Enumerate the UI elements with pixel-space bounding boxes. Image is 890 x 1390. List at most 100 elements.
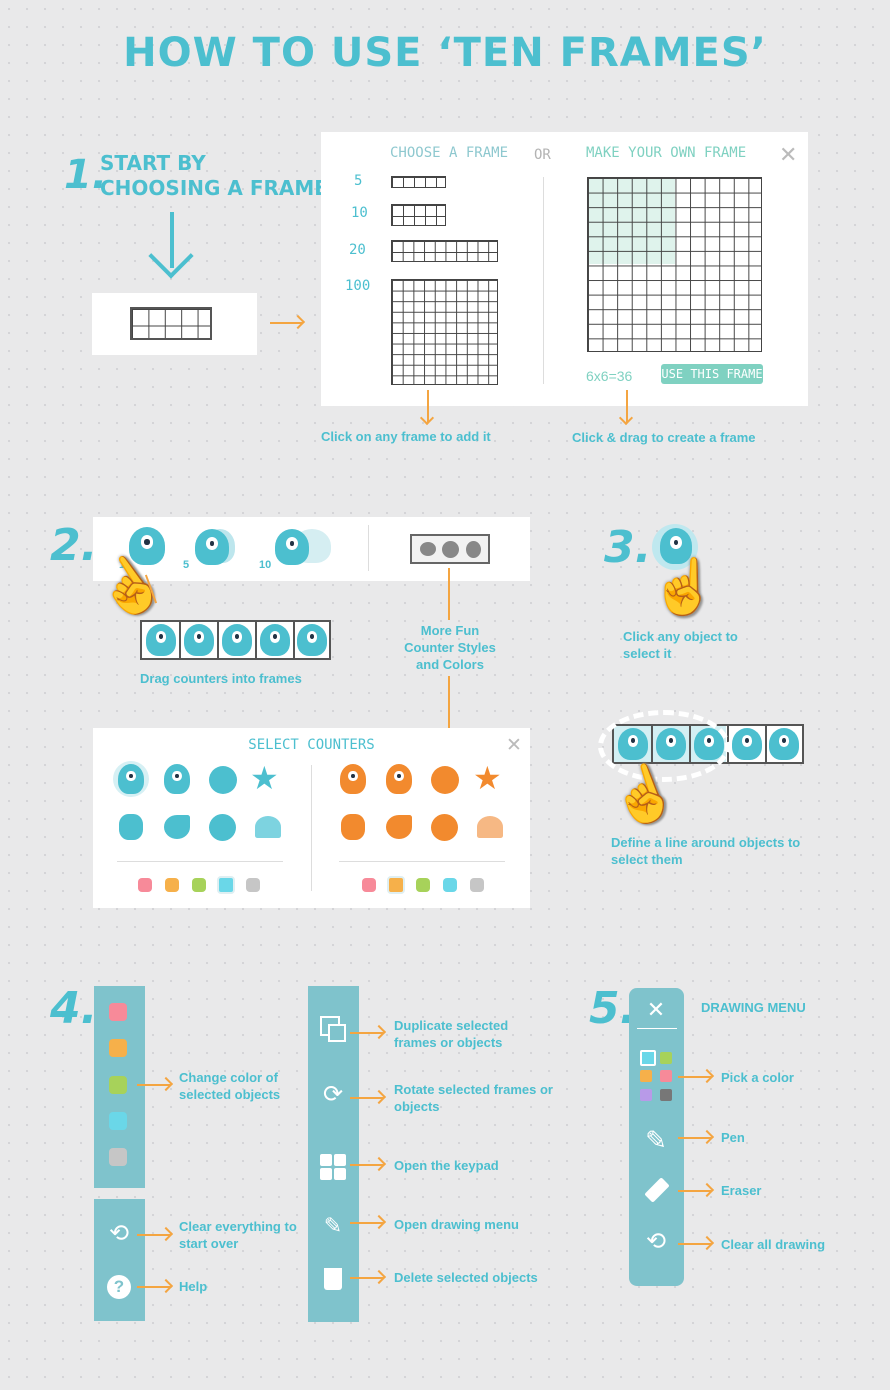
more-counters-button[interactable] [410,534,490,564]
swatch-yellow-selected[interactable] [387,876,405,894]
close-icon[interactable]: ✕ [779,142,798,167]
frame-5[interactable] [391,176,446,188]
trash-icon[interactable] [324,1268,342,1290]
bird-style-orange[interactable] [386,815,412,839]
draw-color-cyan[interactable] [640,1050,656,1066]
monster-counter[interactable] [222,624,252,656]
draw-color-yellow[interactable] [640,1070,652,1082]
swatch-cyan-selected[interactable] [217,876,235,894]
monster-gray-icon [466,541,481,558]
arrow-right-icon [350,1222,383,1224]
caption-lasso: Define a line around objects to select t… [611,835,801,867]
label-clear-drawing: Clear all drawing [721,1237,826,1252]
color-gray-button[interactable] [109,1148,127,1166]
caption-click-frame: Click on any frame to add it [321,429,491,444]
step-3-number: 3. [604,522,652,573]
label-pen: Pen [721,1130,745,1145]
monster-counter[interactable] [260,624,290,656]
swatch-pink[interactable] [138,878,152,892]
color-yellow-button[interactable] [109,1039,127,1057]
repeat-icon[interactable]: ⟲ [108,1220,130,1247]
draw-color-dark-gray[interactable] [660,1089,672,1101]
alien-style-blue[interactable] [164,764,190,794]
drawing-menu-header: DRAWING MENU [701,1000,806,1015]
arrow-right-icon [350,1277,383,1279]
caption-more-counters: More Fun Counter Styles and Colors [404,623,496,672]
ten-frame-icon[interactable] [130,307,212,340]
pen-icon[interactable]: ✎ [645,1125,667,1155]
duplicate-icon[interactable] [320,1016,346,1042]
keypad-icon[interactable] [320,1154,346,1180]
bird-style-blue[interactable] [164,815,190,839]
color-cyan-button[interactable] [109,1112,127,1130]
swatch-pink[interactable] [362,878,376,892]
arrow-right-icon [678,1243,711,1245]
rotate-icon[interactable]: ⟳ [322,1081,344,1108]
draw-color-purple[interactable] [640,1089,652,1101]
pencil-icon[interactable]: ✎ [323,1213,343,1238]
swatch-gray[interactable] [470,878,484,892]
frame-size-5: 5 [354,173,363,189]
select-counters-header: SELECT COUNTERS [248,737,375,753]
monster-counter[interactable] [732,728,762,760]
circle-style-orange[interactable] [431,766,459,794]
custom-frame-grid[interactable] [587,177,762,352]
five-frame[interactable] [140,620,331,660]
frame-10[interactable] [391,204,446,226]
help-icon[interactable]: ? [107,1275,131,1299]
swatch-green[interactable] [416,878,430,892]
arrow-down-icon [626,390,628,422]
monster-stack-10-icon[interactable] [275,529,309,565]
use-this-frame-button[interactable]: USE THIS FRAME [661,364,763,384]
star-style-blue[interactable]: ★ [250,760,279,796]
swatch-green[interactable] [192,878,206,892]
monster-stack-5-icon[interactable] [195,529,229,565]
apple-style-blue[interactable] [209,814,236,841]
monster-counter[interactable] [297,624,327,656]
arrow-down-icon [427,390,429,422]
step-4-number: 4. [50,983,98,1034]
caption-click-object: Click any object to select it [623,629,738,661]
frame-100[interactable] [391,279,498,385]
close-icon[interactable]: ✕ [506,735,522,756]
arrow-right-icon [350,1032,383,1034]
draw-color-green[interactable] [660,1052,672,1064]
frame-equation: 6x6=36 [586,368,633,384]
color-pink-button[interactable] [109,1003,127,1021]
eraser-icon[interactable] [644,1177,670,1203]
tools-sidebar: ⟳ ✎ [308,986,359,1322]
monster-counter-icon[interactable] [129,527,165,565]
swatch-yellow[interactable] [165,878,179,892]
stack-count-5: 5 [183,559,190,571]
label-duplicate: Duplicate selected frames or objects [394,1018,509,1050]
arrow-down-icon [448,676,450,752]
monster-counter[interactable] [769,728,799,760]
swatch-cyan[interactable] [443,878,457,892]
bird-icon [420,542,436,556]
monster-counter-selected[interactable] [660,528,692,564]
monster-counter[interactable] [146,624,176,656]
frame-tool-card[interactable] [92,293,257,355]
cupcake-style-orange[interactable] [477,816,503,838]
draw-color-pink[interactable] [660,1070,672,1082]
monster-counter[interactable] [184,624,214,656]
frame-20[interactable] [391,240,498,262]
alien-style-orange[interactable] [386,764,412,794]
color-green-button[interactable] [109,1076,127,1094]
clear-drawing-icon[interactable]: ⟲ [645,1228,667,1255]
cat-style-orange[interactable] [341,814,365,840]
swatch-gray[interactable] [246,878,260,892]
monster-style-blue[interactable] [118,764,144,794]
close-icon[interactable]: ✕ [646,997,666,1022]
cat-style-blue[interactable] [119,814,143,840]
star-style-orange[interactable]: ★ [473,760,502,796]
monster-style-orange[interactable] [340,764,366,794]
caption-drag-counters: Drag counters into frames [140,671,302,686]
counter-toolbar: 1 5 10 [93,517,530,581]
arrow-right-icon [678,1190,711,1192]
arrow-right-icon [270,322,302,324]
down-arrow-icon [170,212,174,268]
apple-style-orange[interactable] [431,814,458,841]
cupcake-style-blue[interactable] [255,816,281,838]
circle-style-blue[interactable] [209,766,237,794]
